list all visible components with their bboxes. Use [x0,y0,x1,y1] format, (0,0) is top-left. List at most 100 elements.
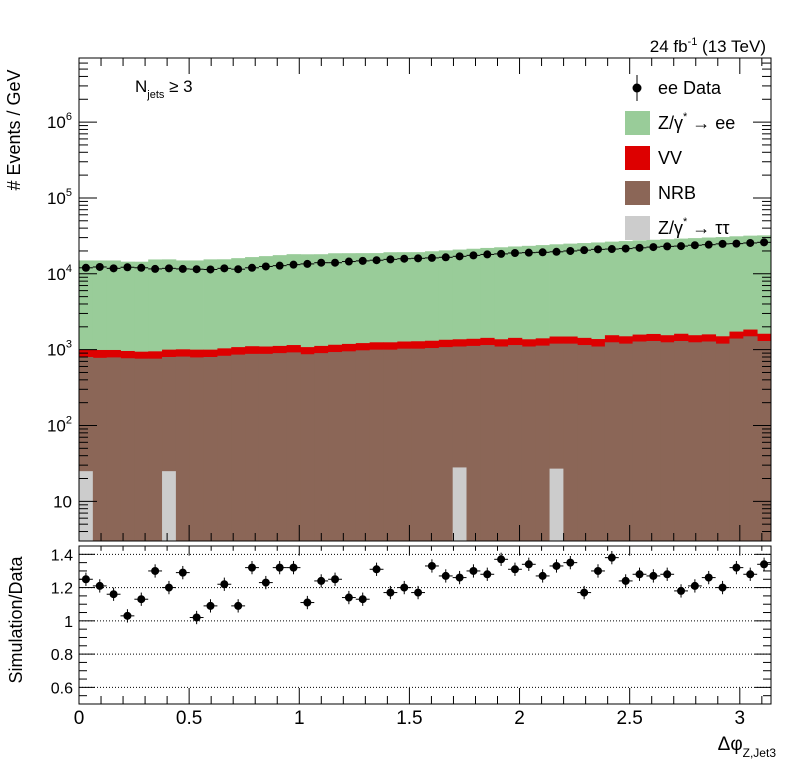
ratio-point [358,595,367,604]
data-point [510,249,519,258]
data-point [580,246,589,255]
ratio-point [704,573,713,582]
data-point [289,260,298,269]
histogram-bar-nrb [466,345,481,541]
luminosity-label: 24 fb-1 (13 TeV) [650,36,766,56]
data-point [206,265,215,274]
legend-swatch-zee [625,111,650,135]
histogram-bar-nrb [646,341,661,541]
histogram-bar-nrb [175,356,191,541]
histogram-bar-nrb [715,343,730,541]
histogram-bar-nrb [328,352,343,541]
ratio-point [151,566,160,575]
ratio-point [649,571,658,580]
ratio-point [510,565,519,574]
data-point [552,247,561,256]
ratio-point [718,583,727,592]
data-point [95,262,104,271]
ratio-point [580,588,589,597]
main-y-axis-label: # Events / GeV [4,69,24,190]
histogram-bar-nrb [577,345,592,541]
data-point [594,245,602,254]
histogram-bar-nrb [314,353,329,541]
x-tick-label: 0.5 [176,708,202,729]
data-point [123,263,132,272]
x-tick-label: 2 [514,708,525,729]
y-tick-label: 105 [47,187,72,208]
data-point [275,261,284,270]
x-axis-label: ΔφZ,Jet3 [718,734,777,760]
histogram-bar-nrb [743,336,758,541]
histogram-bar-nrb [632,341,647,541]
histogram-bar-nrb [369,349,384,541]
ratio-y-axis-label: Simulation/Data [6,555,26,683]
ratio-point [109,590,118,599]
data-point [358,256,367,265]
region-label: Njets ≥ 3 [135,77,193,101]
data-point [261,262,270,271]
data-point [690,241,699,250]
histogram-bar-ztautau [79,471,93,541]
ratio-point [178,568,187,577]
data-point [192,265,201,274]
ratio-y-tick-label: 0.8 [51,647,73,664]
x-tick-label: 2.5 [616,708,642,729]
data-point [441,253,450,262]
y-tick-label: 104 [47,263,72,284]
x-tick-label: 3 [735,708,746,729]
ratio-point [594,566,602,575]
histogram-bar-nrb [425,348,440,541]
ratio-point [524,560,533,569]
data-point [427,253,436,262]
ratio-point [455,573,464,582]
data-point [760,238,769,247]
ratio-y-tick-label: 1 [64,614,73,631]
legend-swatch-vv [625,146,650,170]
data-point [538,248,547,257]
histogram-bar-nrb [92,357,108,541]
histogram-bar-nrb [563,343,578,541]
histogram-bar-nrb [411,348,426,541]
data-point [151,264,160,273]
data-point [663,242,672,251]
legend-label-ztautau: Z/γ* → ττ [658,216,730,238]
data-point [483,250,492,259]
ratio-y-tick-label: 1.4 [51,547,73,564]
ratio-point [164,583,173,592]
data-point [248,263,256,272]
ratio-point [552,561,561,570]
data-point [234,265,243,274]
ratio-point [303,598,312,607]
histogram-bar-nrb [245,353,260,541]
data-point [704,240,713,249]
ratio-point [261,578,270,587]
y-tick-label: 106 [47,111,72,132]
ratio-point [663,570,672,579]
data-point [718,239,727,248]
histogram-bar-ztautau [549,468,564,541]
data-point [635,243,644,252]
ratio-point [248,563,256,572]
legend: ee Data Z/γ* → ee VV NRB Z/γ* → ττ [625,75,735,240]
y-tick-label: 103 [47,339,72,360]
histogram-bar-nrb [120,358,135,541]
histogram-bar-nrb [508,345,523,541]
ratio-point [344,593,353,602]
histogram-bar-nrb [148,358,163,541]
histogram-bar-nrb [701,341,717,541]
ratio-point [469,566,478,575]
ratio-point [317,576,326,585]
ratio-point [275,563,284,572]
data-point [317,258,326,267]
ratio-point [441,571,450,580]
ratio-point [220,580,229,589]
main-panel-frame [78,57,772,542]
ratio-point [206,601,215,610]
histogram-bar-nrb [300,354,315,541]
data-point [732,239,741,248]
ratio-y-tick-label: 0.6 [51,680,73,697]
data-point [621,244,630,253]
ratio-point [414,588,423,597]
y-tick-label: 102 [47,414,72,435]
